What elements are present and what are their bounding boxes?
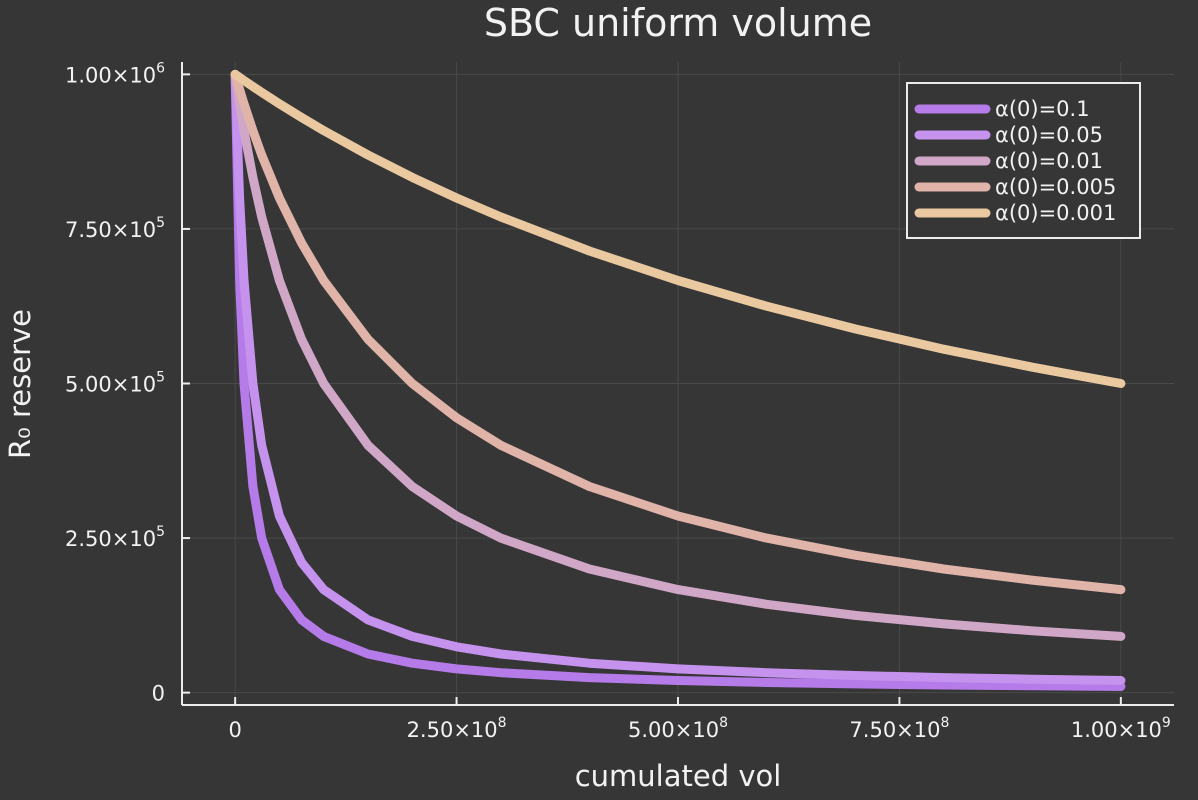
x-axis-title: cumulated vol xyxy=(575,759,782,793)
tick-labels: 0 2.50×108 5.00×108 7.50×108 1.00×109 0 2.50×1… xyxy=(65,60,1171,742)
legend-label: α(0)=0.001 xyxy=(995,201,1116,225)
y-tick-label: 7.50×105 xyxy=(65,215,165,242)
legend: α(0)=0.1α(0)=0.05α(0)=0.01α(0)=0.005α(0)… xyxy=(906,82,1141,239)
series-line-3 xyxy=(230,69,1126,641)
series-lines xyxy=(230,69,1126,691)
chart-title: SBC uniform volume xyxy=(484,1,872,45)
axes xyxy=(181,62,1174,706)
legend-label: α(0)=0.05 xyxy=(995,123,1103,147)
y-tick-label: 2.50×105 xyxy=(65,524,165,551)
x-tick-label: 7.50×108 xyxy=(849,715,949,742)
y-tick-label: 0 xyxy=(152,682,165,706)
series-line-4 xyxy=(230,69,1126,595)
x-tick-label: 2.50×108 xyxy=(407,715,507,742)
series-line-2 xyxy=(230,69,1126,685)
x-tick-label: 5.00×108 xyxy=(628,715,728,742)
y-tick-label: 1.00×106 xyxy=(65,60,165,87)
legend-label: α(0)=0.005 xyxy=(995,175,1116,199)
legend-label: α(0)=0.01 xyxy=(995,149,1103,173)
series-line-1 xyxy=(230,69,1126,691)
series-line-5 xyxy=(230,69,1126,388)
y-axis-title: R₀ reserve xyxy=(3,309,37,459)
y-tick-label: 5.00×105 xyxy=(65,370,165,397)
x-tick-label: 0 xyxy=(228,718,241,742)
x-tick-label: 1.00×109 xyxy=(1071,715,1171,742)
legend-label: α(0)=0.1 xyxy=(995,97,1090,121)
